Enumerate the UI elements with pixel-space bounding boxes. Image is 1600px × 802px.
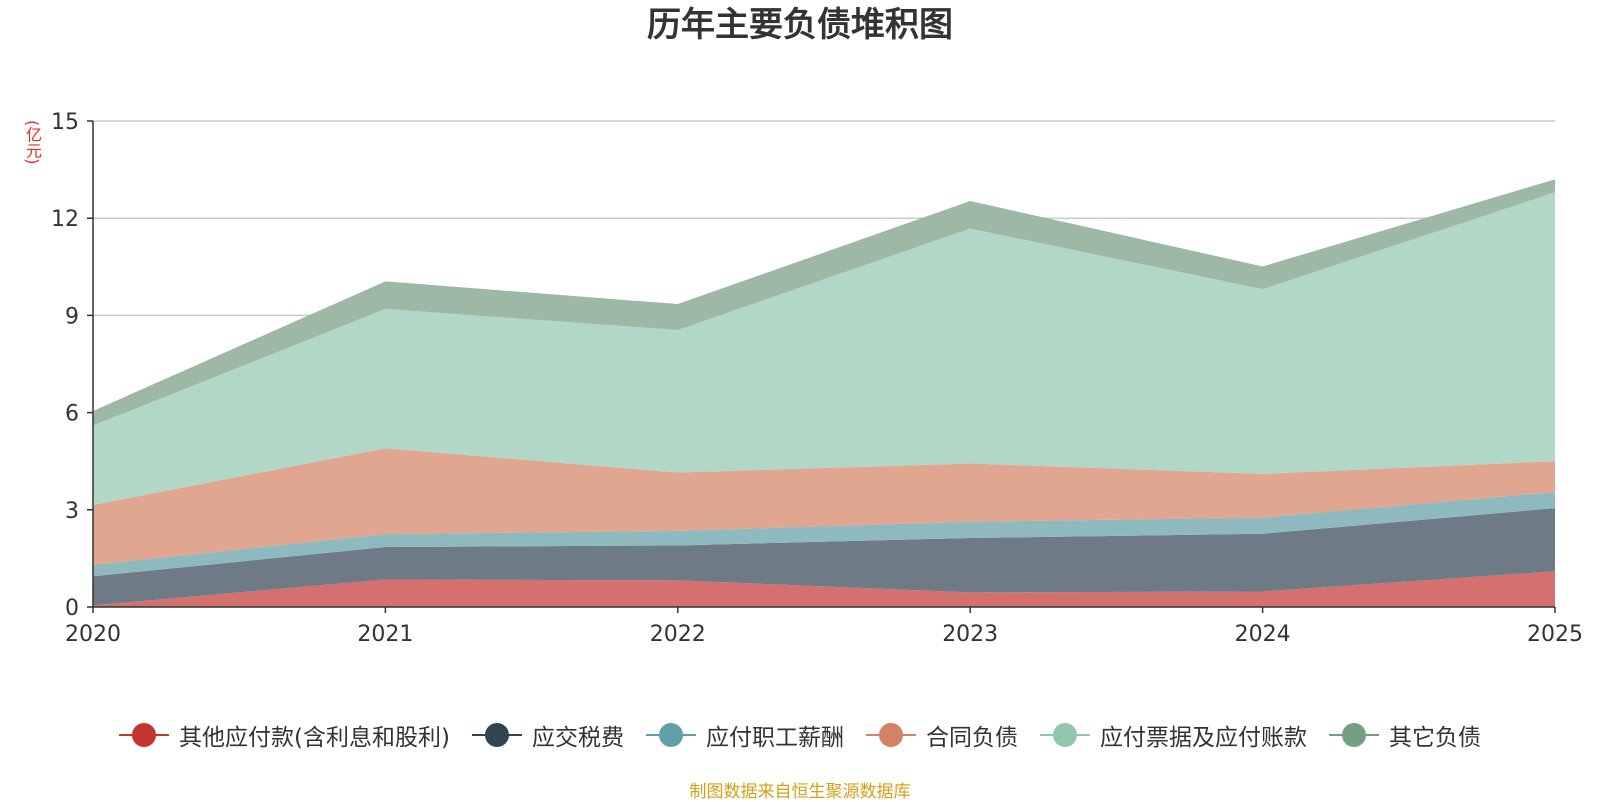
legend-marker-icon <box>645 723 696 747</box>
y-axis-unit-label: (亿元) <box>23 120 42 165</box>
y-tick-label: 9 <box>65 304 79 329</box>
legend-label: 应付票据及应付账款 <box>1099 725 1307 751</box>
chart-area: 0 3 6 9 12 15 2020 2021 2022 2023 2024 2025 <box>51 110 1583 647</box>
chart-title: 历年主要负债堆积图 <box>647 5 953 45</box>
x-tick-label: 2024 <box>1235 622 1291 647</box>
legend-item[interactable]: 其他应付款(含利息和股利) <box>119 718 450 752</box>
y-tick-label: 12 <box>51 207 79 232</box>
legend-label: 合同负债 <box>925 725 1018 751</box>
area-series-0[interactable] <box>93 571 1555 607</box>
legend-marker-icon <box>471 723 522 747</box>
legend: 其他应付款(含利息和股利) 应交税费 应付职工薪酬 合同负债 应付票据及应付账款 其它负债 <box>0 718 1600 752</box>
source-note: 制图数据来自恒生聚源数据库 <box>689 782 911 802</box>
legend-item[interactable]: 应付职工薪酬 <box>645 718 844 752</box>
legend-marker-icon <box>1328 723 1379 747</box>
legend-item[interactable]: 其它负债 <box>1328 718 1481 752</box>
legend-label: 应交税费 <box>531 725 624 751</box>
legend-item[interactable]: 应交税费 <box>471 718 624 752</box>
y-tick-label: 0 <box>65 596 79 621</box>
area-series-5[interactable] <box>93 179 1555 426</box>
legend-marker-icon <box>1039 723 1090 747</box>
area-series-4[interactable] <box>93 192 1555 505</box>
area-series-3[interactable] <box>93 448 1555 565</box>
y-tick-label: 15 <box>51 110 79 135</box>
x-tick-label: 2025 <box>1527 622 1583 647</box>
legend-item[interactable]: 合同负债 <box>865 718 1018 752</box>
x-tick-label: 2022 <box>650 622 706 647</box>
legend-label: 应付职工薪酬 <box>705 725 844 751</box>
legend-label: 其他应付款(含利息和股利) <box>179 725 450 751</box>
legend-marker-icon <box>865 723 916 747</box>
legend-label: 其它负债 <box>1388 725 1481 751</box>
y-tick-label: 3 <box>65 499 79 524</box>
legend-item[interactable]: 应付票据及应付账款 <box>1039 718 1307 752</box>
x-tick-label: 2021 <box>357 622 413 647</box>
y-tick-label: 6 <box>65 402 79 427</box>
x-tick-label: 2020 <box>65 622 121 647</box>
area-series-2[interactable] <box>93 491 1555 577</box>
x-tick-label: 2023 <box>942 622 998 647</box>
legend-marker-icon <box>119 723 170 747</box>
area-series-1[interactable] <box>93 508 1555 606</box>
